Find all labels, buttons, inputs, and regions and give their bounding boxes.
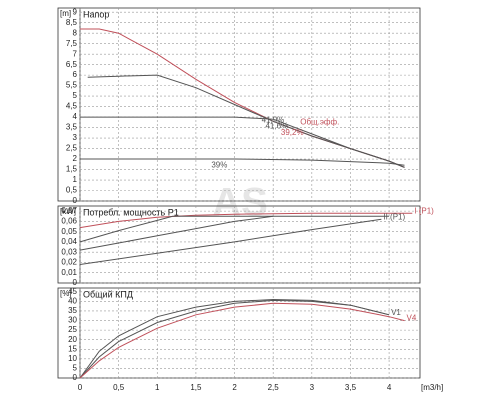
series-line <box>79 212 413 229</box>
y-tick-label: 5,5 <box>66 81 78 90</box>
panel-frame <box>57 7 421 202</box>
series-label: V4 <box>407 314 417 323</box>
y-tick-label: 0 <box>73 373 78 382</box>
series-label: II (P1) <box>383 212 405 221</box>
y-tick-label: 5 <box>73 364 78 373</box>
y-tick-label: 4,5 <box>66 102 78 111</box>
series-line <box>79 218 382 265</box>
series-line <box>79 302 405 379</box>
watermark: AS <box>212 181 268 225</box>
y-tick-label: 7 <box>73 49 78 58</box>
y-tick-label: 20 <box>68 335 77 344</box>
y-tick-label: 0,01 <box>61 268 77 277</box>
x-tick-label: 2 <box>232 383 237 392</box>
x-tick-label: 3 <box>310 383 315 392</box>
y-tick-label: 40 <box>68 297 77 306</box>
y-tick-label: 4 <box>73 112 78 121</box>
y-tick-label: 25 <box>68 325 77 334</box>
x-tick-label: 1,5 <box>190 383 202 392</box>
y-tick-label: 1,5 <box>66 165 78 174</box>
series-line <box>79 215 274 243</box>
y-tick-label: 6,5 <box>66 60 78 69</box>
y-unit: [%] <box>60 289 72 298</box>
series-line <box>80 116 405 168</box>
annotation: 39,2% <box>281 128 304 137</box>
series-label: I (P1) <box>414 206 434 215</box>
y-tick-label: 35 <box>68 306 77 315</box>
panel-title: Потребл. мощность P1 <box>83 207 179 217</box>
y-tick-label: 5 <box>73 91 78 100</box>
x-unit: [m3/h] <box>421 383 443 392</box>
y-tick-label: 0,07 <box>61 206 77 215</box>
annotation: 41,9% <box>262 115 285 124</box>
y-tick-label: 0,06 <box>61 217 77 226</box>
y-tick-label: 6 <box>73 70 78 79</box>
y-tick-label: 45 <box>68 287 77 296</box>
series-line <box>80 158 405 166</box>
y-tick-label: 8,5 <box>66 18 78 27</box>
y-tick-label: 15 <box>68 344 77 353</box>
x-tick-label: 0 <box>78 383 83 392</box>
y-unit: [m] <box>60 9 71 18</box>
x-tick-label: 3,5 <box>345 383 357 392</box>
x-tick-label: 1 <box>155 383 160 392</box>
panel-title: Напор <box>83 9 109 19</box>
x-tick-label: 0,5 <box>113 383 125 392</box>
y-tick-label: 8 <box>73 28 78 37</box>
x-tick-label: 4 <box>387 383 392 392</box>
panel-frame <box>57 205 421 284</box>
y-tick-label: 0,03 <box>61 247 77 256</box>
y-tick-label: 2 <box>73 154 78 163</box>
series-line <box>79 299 390 379</box>
y-tick-label: 3 <box>73 133 78 142</box>
y-tick-label: 30 <box>68 316 77 325</box>
panel-frame <box>57 287 421 379</box>
annotation: 41,6% <box>265 122 288 131</box>
y-tick-label: 0 <box>73 196 78 205</box>
y-tick-label: 0 <box>73 278 78 287</box>
annotation: 39% <box>211 160 227 169</box>
series-line <box>79 215 390 251</box>
series-label: V1 <box>391 308 401 317</box>
y-unit: [kW] <box>60 207 76 216</box>
panel-title: Общий КПД <box>83 289 133 299</box>
y-tick-label: 2,5 <box>66 144 78 153</box>
series-line <box>87 74 405 168</box>
y-tick-label: 10 <box>68 354 77 363</box>
y-tick-label: 3,5 <box>66 123 78 132</box>
series-line <box>80 28 405 168</box>
y-tick-label: 0,02 <box>61 258 77 267</box>
y-tick-label: 0,04 <box>61 237 77 246</box>
annotation: Общ.эфф. <box>300 117 339 126</box>
series-line <box>79 298 390 379</box>
y-tick-label: 1 <box>73 175 78 184</box>
y-tick-label: 0,5 <box>66 186 78 195</box>
y-tick-label: 7,5 <box>66 39 78 48</box>
y-tick-label: 9 <box>73 7 78 16</box>
x-tick-label: 2,5 <box>268 383 280 392</box>
y-tick-label: 0,05 <box>61 227 77 236</box>
